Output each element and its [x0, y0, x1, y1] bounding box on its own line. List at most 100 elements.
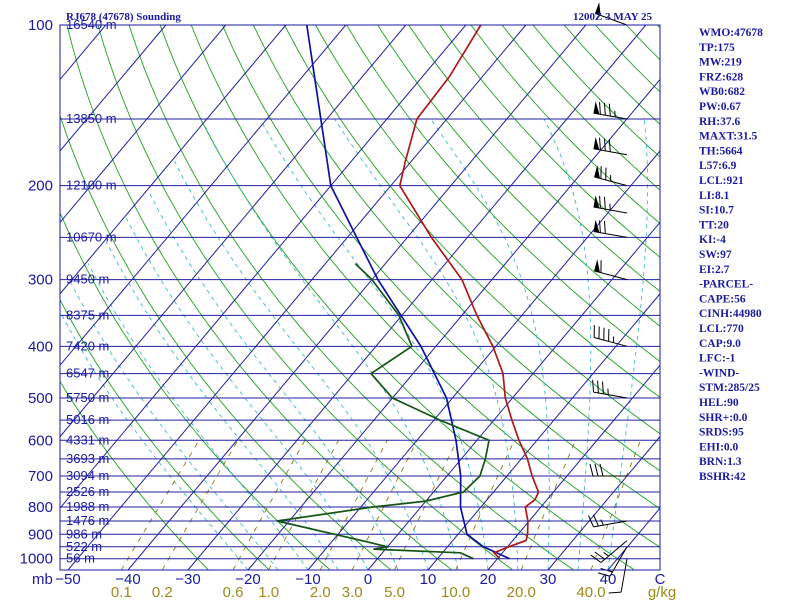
- wind-barb: [593, 101, 628, 120]
- wind-barb: [588, 514, 628, 528]
- temperature-tick-label: 20: [480, 571, 497, 588]
- wind-barb-full: [599, 195, 601, 209]
- height-label: 522 m: [66, 539, 102, 554]
- isotherm: [187, 25, 647, 570]
- index-item: CAPE:56: [699, 293, 746, 305]
- wind-barb-staff: [593, 230, 628, 238]
- wind-barb-staff: [593, 520, 628, 528]
- wind-barb: [589, 463, 627, 477]
- dry-adiabat: [377, 25, 660, 327]
- mixing-ratio-label: 40.0: [576, 584, 605, 600]
- wind-barb-full: [592, 514, 599, 527]
- wind-barb-full: [608, 103, 611, 117]
- height-label: 10670 m: [66, 229, 117, 244]
- wind-barb-full: [599, 463, 604, 477]
- index-item: RH:37.6: [699, 116, 740, 128]
- pressure-label: 400: [28, 338, 53, 355]
- dry-adiabat: [66, 25, 453, 570]
- isotherm: [307, 150, 660, 570]
- height-label: 3094 m: [66, 468, 109, 483]
- mixing-ratio-line: [590, 440, 642, 570]
- mixing-ratio-label: 5.0: [384, 584, 405, 600]
- isotherm: [60, 25, 227, 224]
- height-label: 7420 m: [66, 338, 109, 353]
- wind-barb-full: [603, 196, 606, 210]
- wind-barb: [594, 2, 628, 26]
- wind-barb-full: [594, 551, 606, 560]
- height-label: 5750 m: [66, 390, 109, 405]
- dry-adiabat: [60, 211, 331, 570]
- index-item: KI:-4: [699, 234, 726, 246]
- moist-adiabat: [105, 241, 339, 570]
- moist-adiabat: [125, 217, 369, 570]
- wind-barb-staff: [594, 270, 628, 281]
- dry-adiabat: [190, 25, 660, 548]
- temperature-tick-label: −10: [295, 571, 320, 588]
- temperature-tick-label: −40: [115, 571, 140, 588]
- mixing-ratio-line: [520, 440, 577, 570]
- height-label: 2526 m: [66, 484, 109, 499]
- pressure-label: 100: [28, 17, 53, 34]
- mixing-ratio-label: 20.0: [507, 584, 536, 600]
- moist-adiabat: [543, 118, 592, 570]
- index-item: TT:20: [699, 219, 729, 231]
- pressure-label: 800: [28, 499, 53, 516]
- height-label: 8375 m: [66, 307, 109, 322]
- isotherm: [247, 78, 660, 570]
- wind-barb-full: [590, 554, 602, 563]
- wind-barb-full: [608, 139, 611, 152]
- height-label: 13850 m: [66, 111, 117, 126]
- wind-barb-staff: [620, 558, 628, 593]
- wind-barb: [593, 195, 628, 214]
- isotherm: [427, 293, 660, 570]
- wind-barb-full: [601, 381, 604, 394]
- wind-barb-full: [603, 138, 606, 151]
- index-item: PW:0.67: [699, 101, 741, 113]
- wind-barb-flag: [593, 195, 600, 209]
- dry-adiabat: [408, 25, 660, 293]
- pressure-label: 900: [28, 526, 53, 543]
- pressure-label: 200: [28, 178, 53, 195]
- mixing-ratio-label: 1.0: [258, 584, 279, 600]
- isotherm: [60, 25, 167, 152]
- height-label: 986 m: [66, 526, 102, 541]
- wind-barb-full: [599, 220, 601, 233]
- wind-barb: [608, 558, 628, 594]
- index-item: LFC:-1: [699, 353, 736, 365]
- wind-barb-flag: [594, 165, 600, 179]
- temperature-curve: [398, 25, 540, 560]
- index-item: TP:175: [699, 42, 735, 54]
- index-item: STM:285/25: [699, 382, 760, 394]
- mixing-ratio-label: 0.1: [111, 584, 132, 600]
- wind-barb-staff: [600, 540, 628, 563]
- wind-barb: [593, 219, 628, 238]
- mixing-ratio-label: 2.0: [310, 584, 331, 600]
- chart-title-left: RJ678 (47678) Sounding: [66, 11, 181, 23]
- mixing-ratio-line: [161, 440, 239, 570]
- dewpoint-curve: [276, 262, 490, 560]
- height-label: 3693 m: [66, 451, 109, 466]
- temperature-tick-label: 0: [364, 571, 372, 588]
- wind-barb-full: [589, 463, 594, 477]
- moist-adiabat: [204, 126, 459, 570]
- index-item: L57:6.9: [699, 160, 737, 172]
- isotherm: [367, 221, 660, 570]
- wind-barb-flag: [595, 2, 601, 16]
- temperature-tick-label: 40: [600, 571, 617, 588]
- isotherm: [60, 25, 347, 367]
- mixing-ratio-label: 0.6: [223, 584, 244, 600]
- index-item: BSHR:42: [699, 471, 746, 483]
- index-item: CINH:44980: [699, 308, 762, 320]
- wind-barb-flag: [594, 259, 600, 273]
- index-item: SI:10.7: [699, 205, 734, 217]
- height-label: 1988 m: [66, 499, 109, 514]
- isotherm: [547, 435, 660, 570]
- index-item: HEL:90: [699, 397, 739, 409]
- pressure-label: 1000: [20, 551, 53, 568]
- plot-frame: [59, 24, 661, 571]
- index-item: EHI:0.0: [699, 441, 739, 453]
- dry-adiabat: [439, 25, 660, 258]
- wind-barb-full: [599, 137, 601, 151]
